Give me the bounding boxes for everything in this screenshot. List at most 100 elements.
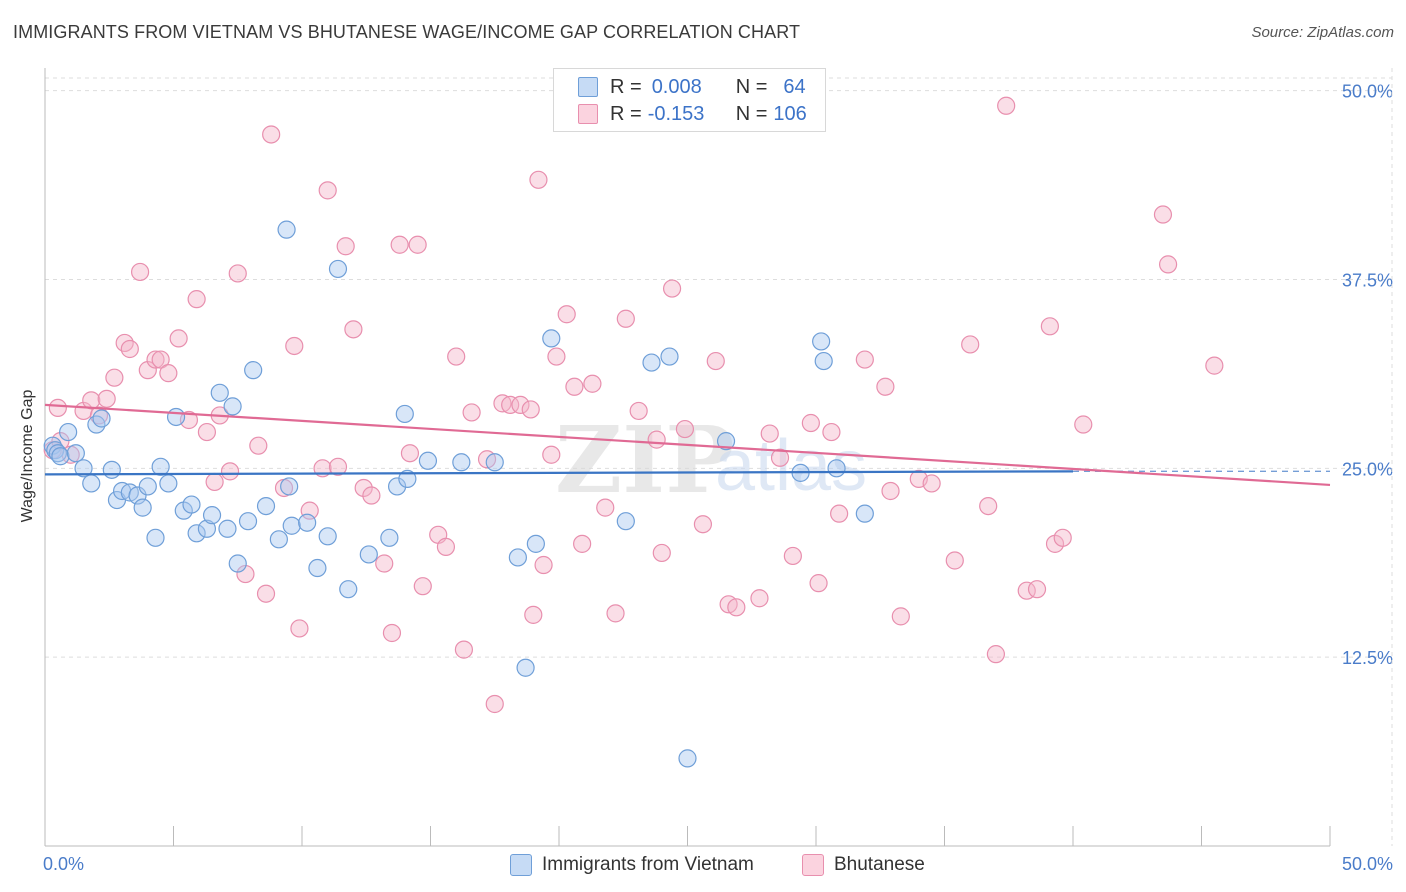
legend-r-label: R = [610, 102, 642, 125]
vietnam-point [398, 469, 417, 489]
vietnam-point [485, 453, 504, 472]
vietnam-point [182, 495, 201, 514]
vietnam-point [133, 498, 152, 517]
bhutanese-point [447, 347, 466, 366]
legend-r-value: 0.008 [651, 75, 702, 98]
bhutanese-point [801, 413, 820, 433]
vietnam-point [218, 519, 237, 538]
vietnam-point [159, 474, 178, 493]
bhutanese-point [606, 604, 625, 623]
bhutanese-point [262, 125, 281, 144]
vietnam-point [244, 361, 263, 380]
vietnam-point [508, 548, 527, 567]
vietnam-point [210, 383, 229, 402]
bhutanese-point [290, 619, 309, 638]
bhutanese-point [1027, 580, 1047, 599]
bhutanese-point [529, 170, 548, 189]
vietnam-point [298, 513, 317, 532]
vietnam-point [855, 504, 874, 523]
bhutanese-point [891, 607, 910, 626]
legend-n-value: 106 [773, 102, 807, 125]
bhutanese-point [979, 496, 998, 516]
vietnam-point [228, 554, 247, 573]
bhutanese-point [413, 577, 432, 596]
bhutanese-point [485, 694, 504, 714]
vietnam-point [59, 422, 78, 442]
bhutanese-point [285, 336, 304, 356]
legend-r-label: R = [610, 75, 642, 98]
legend-row-bhutanese: R = -0.153 N = 106 [578, 102, 807, 126]
bhutanese-point [97, 389, 116, 408]
vietnam-point [151, 457, 170, 476]
vietnam-point [395, 404, 414, 424]
bhutanese-point [770, 448, 790, 467]
bhutanese-point [876, 377, 895, 396]
vietnam-point [387, 477, 407, 496]
bhutanese-point [187, 290, 206, 309]
vietnam-point [812, 332, 831, 351]
bhutanese-point [750, 589, 769, 608]
vietnam-trendline [44, 470, 1074, 476]
vietnam-point [660, 347, 679, 366]
bhutanese-point [318, 181, 337, 200]
bhutanese-point [629, 401, 648, 421]
vietnam-point [238, 512, 258, 531]
vietnam-point [146, 528, 165, 547]
vietnam-point [827, 459, 846, 478]
vietnam-point [328, 259, 348, 279]
vietnam-point [74, 459, 93, 478]
vietnam-point [380, 528, 399, 547]
vietnam-point [51, 447, 70, 466]
bottom-swatch-blue [510, 854, 532, 876]
vietnam-point [814, 351, 833, 371]
bottom-legend-bhutanese: Bhutanese [802, 852, 925, 878]
x-tick-label: 50.0% [1342, 854, 1393, 874]
vietnam-point [92, 409, 111, 428]
bhutanese-point [830, 504, 849, 523]
bhutanese-point [151, 350, 170, 369]
vietnam-point [202, 506, 222, 525]
bhutanese-point [783, 546, 802, 566]
bhutanese-point [220, 462, 240, 481]
bhutanese-point [596, 498, 615, 517]
bhutanese-point [408, 235, 427, 254]
vietnam-point [678, 749, 697, 768]
vietnam-point [452, 453, 471, 472]
bhutanese-point [1153, 205, 1173, 224]
bhutanese-point [922, 474, 941, 493]
vietnam-point [66, 444, 85, 463]
y-axis-title: Wage/Income Gap [19, 389, 36, 523]
bhutanese-point [583, 374, 602, 393]
legend-row-vietnam: R = 0.008 N = 64 [578, 75, 806, 99]
watermark-zip: ZIP [555, 406, 734, 514]
bhutanese-point [881, 481, 900, 501]
vietnam-point [339, 580, 358, 599]
vietnam-point [280, 477, 299, 496]
y-tick-label: 37.5% [1342, 270, 1393, 290]
bhutanese-point [945, 551, 964, 570]
bhutanese-point [534, 555, 553, 575]
bhutanese-point [197, 422, 217, 442]
vietnam-point [308, 558, 327, 578]
vietnam-point [138, 477, 157, 496]
bhutanese-point [647, 430, 666, 449]
bhutanese-point [336, 237, 355, 256]
legend-n-label: N = [735, 102, 768, 125]
legend-swatch-blue [578, 77, 598, 97]
vietnam-point [277, 220, 296, 239]
bhutanese-point [565, 377, 584, 396]
bhutanese-point [169, 329, 188, 348]
bhutanese-point [1074, 415, 1093, 434]
bhutanese-point [542, 445, 561, 464]
bhutanese-point [362, 486, 381, 505]
vietnam-point [102, 460, 121, 479]
bhutanese-point [1053, 528, 1072, 547]
bhutanese-point [986, 645, 1006, 664]
bhutanese-point [105, 368, 124, 387]
legend-r-value: -0.153 [647, 102, 705, 125]
vietnam-point [197, 519, 217, 538]
bhutanese-point [652, 543, 671, 563]
vietnam-point [187, 524, 206, 543]
bhutanese-point [547, 347, 566, 366]
vietnam-point [82, 474, 101, 493]
